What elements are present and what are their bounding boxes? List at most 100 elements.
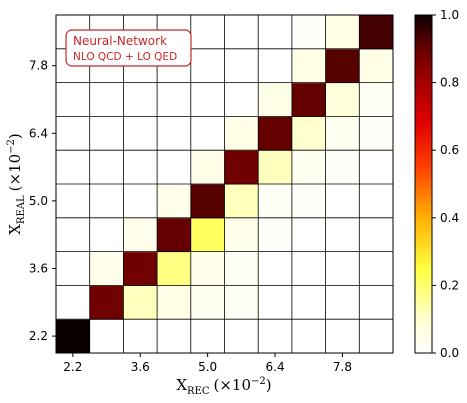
heatmap-cell [258,184,293,219]
heatmap-cell [291,217,327,253]
heatmap-cell [291,184,327,219]
heatmap-cell [157,184,192,219]
heatmap-cell [359,48,394,84]
colorbar-tick-label: 0.8 [440,76,459,90]
heatmap-cell [258,82,293,117]
heatmap-cell [359,285,394,320]
heatmap-cell [190,251,225,286]
heatmap-cell [123,150,158,185]
heatmap-cell [190,15,225,50]
heatmap-cell [89,285,124,320]
heatmap-cell [157,251,192,286]
heatmap-cell [258,15,293,50]
heatmap-cell [56,150,91,185]
x-tick-label: 6.4 [266,360,285,374]
heatmap-cell [190,150,225,185]
y-tick-label: 5.0 [29,194,48,208]
heatmap-cell [157,82,192,117]
heatmap-cell [325,48,360,84]
heatmap-cell [123,82,158,117]
heatmap-cell [325,150,360,185]
grid-lines [56,15,393,353]
heatmap-cell [258,48,293,84]
heatmap-cell [123,116,158,151]
heatmap-cell [157,217,192,253]
heatmap-cell [89,184,124,219]
heatmap-cell [56,319,91,354]
colorbar-tick-label: 0.6 [440,143,459,157]
heatmap-cell [89,116,124,151]
heatmap-cell [224,251,259,286]
heatmap-cell [258,150,293,185]
x-axis-label: XREC (×10−2) [176,376,271,397]
heatmap-cell [123,251,158,286]
heatmap-cell [258,116,293,151]
y-tick-label: 3.6 [29,262,48,276]
heatmap-cell [291,285,327,320]
legend-line-2: NLO QCD + LO QED [73,51,177,63]
colorbar [414,14,433,354]
heatmap-cell [89,319,124,354]
heatmap-cell [325,82,360,117]
colorbar-tick-label: 1.0 [440,8,459,22]
heatmap-cell [56,82,91,117]
heatmap-cell [258,285,293,320]
heatmap-cell [190,82,225,117]
heatmap-cell [224,319,259,354]
heatmap-cell [190,116,225,151]
heatmap-cell [157,319,192,354]
heatmap-cell [157,150,192,185]
heatmap-cell [258,217,293,253]
heatmap-cell [291,15,327,50]
heatmap-cell [123,285,158,320]
heatmap-cell [224,217,259,253]
y-tick-label: 6.4 [29,126,48,140]
heatmap-cell [224,285,259,320]
heatmap-cell [325,319,360,354]
heatmap-cell [325,15,360,50]
heatmap-cell [258,319,293,354]
heatmap-cell [89,150,124,185]
heatmap-cell [359,116,394,151]
heatmap-cell [190,48,225,84]
heatmap-cell [325,184,360,219]
heatmap-cell [224,116,259,151]
heatmap-cell [89,251,124,286]
colorbar-tick-label: 0.2 [440,278,459,292]
heatmap-cell [224,48,259,84]
colorbar-ticks: 0.0 0.2 0.4 0.6 0.8 1.0 [432,8,459,360]
heatmap-cell [157,285,192,320]
heatmap-cell [224,150,259,185]
heatmap-cell [123,184,158,219]
heatmap-cell [291,82,327,117]
heatmap-cell [190,285,225,320]
heatmap-cell [157,116,192,151]
x-tick-label: 3.6 [131,360,150,374]
heatmap-cell [224,15,259,50]
x-tick-label: 5.0 [198,360,217,374]
heatmap-cell [291,48,327,84]
legend-box: Neural-Network NLO QCD + LO QED [65,29,192,67]
heatmap-cell [291,251,327,286]
heatmap-cell [325,217,360,253]
heatmap-cell [190,319,225,354]
heatmap-cell [190,217,225,253]
heatmap-cell [325,116,360,151]
heatmap-cell [359,251,394,286]
legend-line-1: Neural-Network [73,34,167,48]
y-axis-label: XREAL(×10−2) [6,133,27,235]
heatmap-cell [359,319,394,354]
y-axis-ticks: 2.2 3.6 5.0 6.4 7.8 [29,59,56,343]
heatmap-cell [325,285,360,320]
heatmap-cell [291,319,327,354]
heatmap-cell [56,217,91,253]
heatmap-cell [89,82,124,117]
heatmap-cell [359,217,394,253]
heatmap-cell [325,251,360,286]
heatmap-cell [359,82,394,117]
heatmap-cell [359,184,394,219]
plot-frame [55,14,394,354]
heatmap-cell [359,15,394,50]
heatmap-cell [291,116,327,151]
